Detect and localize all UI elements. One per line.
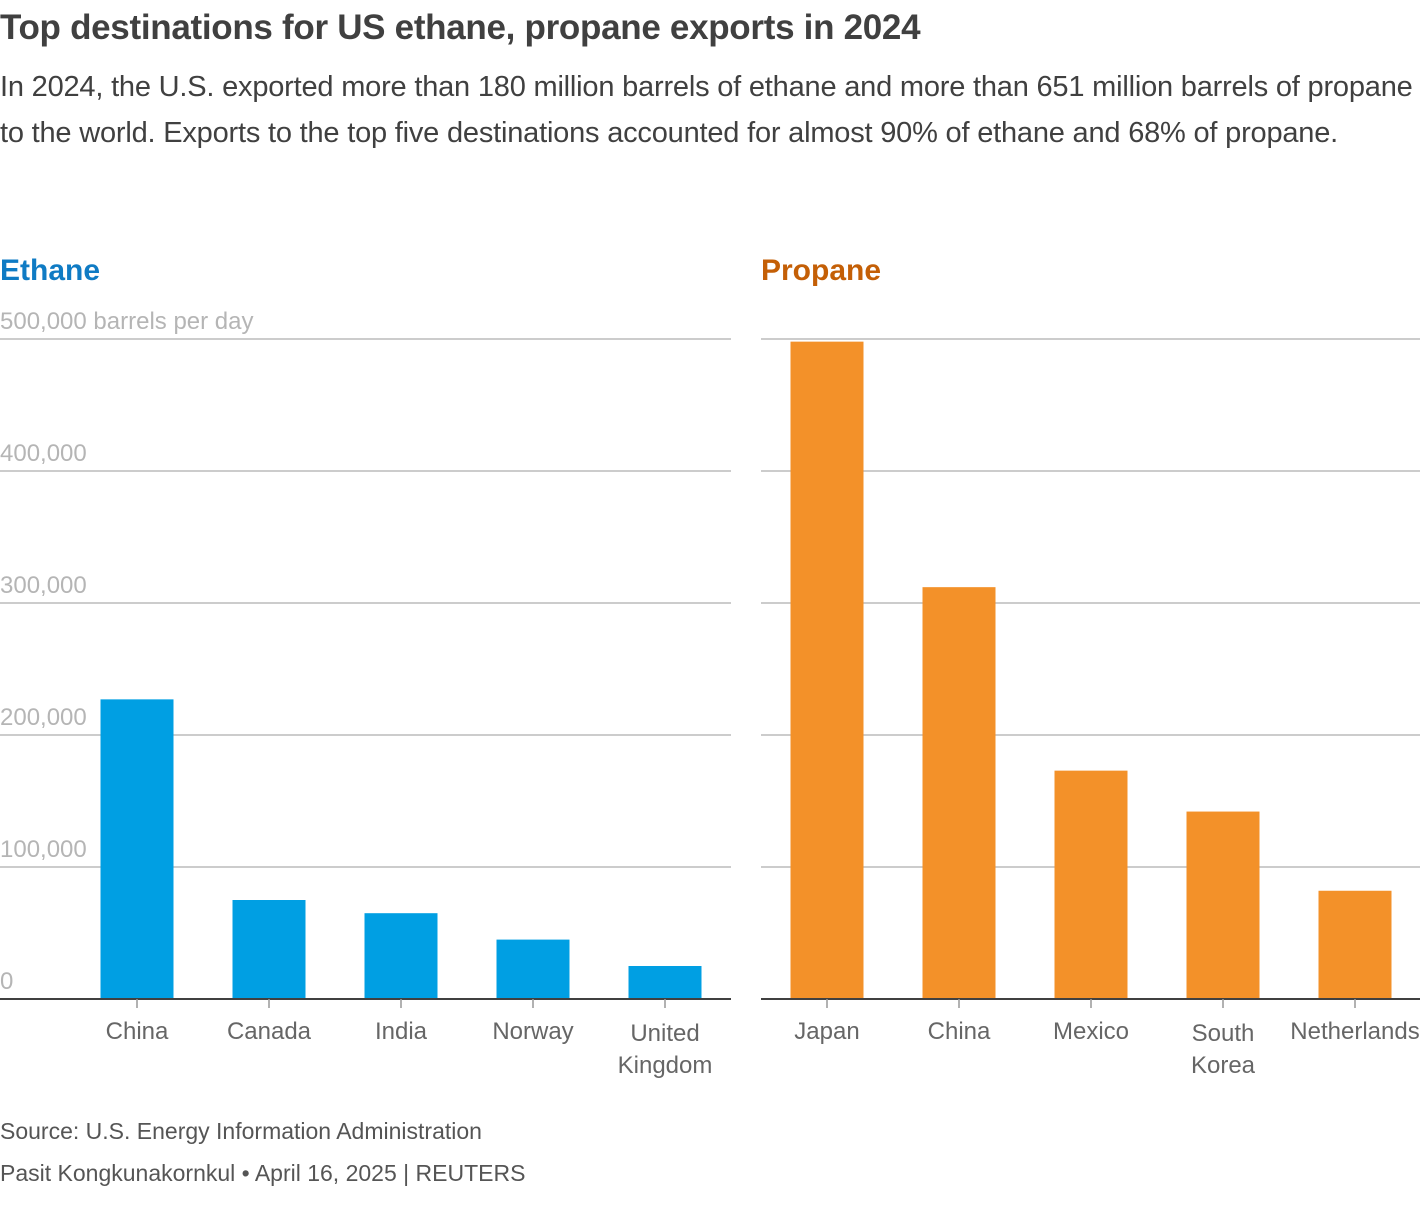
ethane-ytick-label: 100,000 (0, 836, 87, 863)
propane-category-label: Japan (794, 1018, 859, 1045)
ethane-bar-canada (232, 900, 306, 999)
propane-panel-title: Propane (761, 254, 882, 287)
ethane-ytick-label: 0 (0, 968, 13, 995)
propane-bar-south-korea (1186, 811, 1260, 999)
ethane-bar-norway (496, 939, 570, 999)
propane-bar-mexico (1054, 770, 1128, 999)
ethane-panel-title: Ethane (0, 254, 101, 287)
ethane-category-label: China (106, 1018, 169, 1045)
ethane-category-label: United Kingdom (618, 1020, 713, 1079)
bar-charts: 0 100,000 200,000 300,000 400,000 500,000 bar… (0, 308, 1420, 1079)
propane-category-label: South Korea (1191, 1020, 1256, 1079)
propane-bar-netherlands (1318, 890, 1392, 999)
ethane-category-label: Norway (492, 1018, 573, 1045)
ethane-ytick-label: 200,000 (0, 704, 87, 731)
byline: Pasit Kongkunakornkul • April 16, 2025 |… (0, 1160, 526, 1186)
ethane-ytick-label: 400,000 (0, 440, 87, 467)
ethane-category-label: Canada (227, 1018, 312, 1045)
ethane-bar-united-kingdom (628, 966, 702, 999)
ethane-ytick-label: 300,000 (0, 572, 87, 599)
source-note: Source: U.S. Energy Information Administ… (0, 1118, 482, 1144)
propane-category-label: China (928, 1018, 991, 1045)
ethane-bar-china (100, 699, 174, 999)
propane-bar-japan (790, 341, 864, 999)
chart-subtitle: In 2024, the U.S. exported more than 180… (0, 71, 1413, 149)
ethane-bar-india (364, 913, 438, 999)
propane-category-label: Mexico (1053, 1018, 1129, 1045)
propane-bar-china (922, 587, 996, 999)
chart-title: Top destinations for US ethane, propane … (0, 8, 921, 47)
ethane-category-label: India (375, 1018, 428, 1045)
propane-category-label: Netherlands (1290, 1018, 1419, 1045)
ethane-ytick-label: 500,000 barrels per day (0, 308, 254, 335)
